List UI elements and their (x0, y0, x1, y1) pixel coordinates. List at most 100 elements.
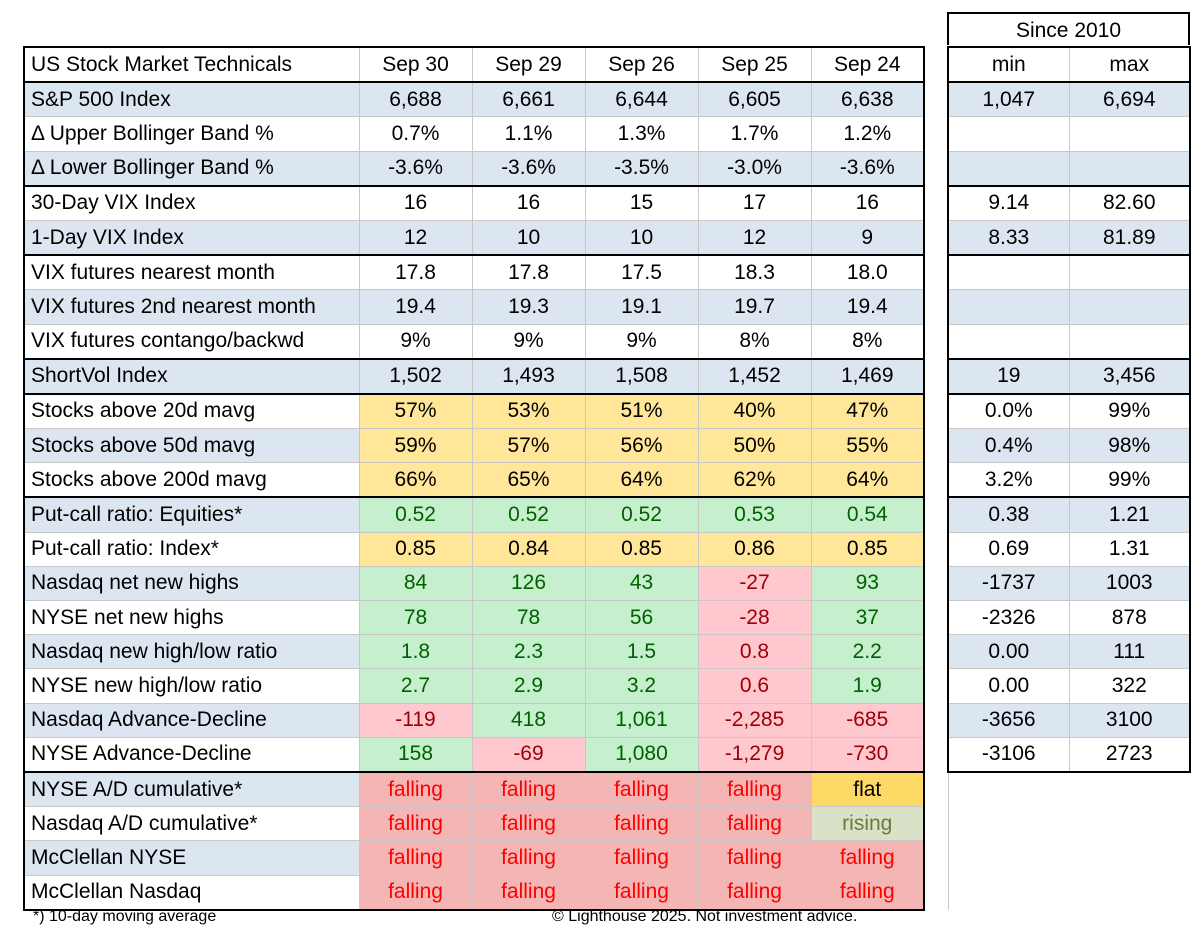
value-cell: 66% (358, 462, 473, 499)
value-cell: 126 (471, 565, 586, 602)
table-row: Nasdaq new high/low ratio 1.8 2.3 1.5 0.8 2.2… (23, 634, 1191, 670)
value-cell: 84 (358, 565, 473, 602)
value-cell: 0.52 (471, 496, 586, 533)
value-cell: 56% (584, 428, 699, 464)
value-cell: 57% (358, 392, 473, 430)
empty-cell (948, 806, 1069, 841)
max-cell: 1.21 (1068, 496, 1191, 533)
min-cell: 9.14 (947, 184, 1070, 221)
date-header: Sep 30 (358, 45, 473, 83)
max-cell: 322 (1068, 668, 1191, 704)
value-cell: falling (584, 874, 699, 911)
value-cell: 418 (471, 702, 586, 738)
value-cell: falling (358, 806, 473, 842)
row-label: NYSE A/D cumulative* (23, 770, 360, 808)
empty-cell (1069, 771, 1190, 807)
footnote: *) 10-day moving average (33, 908, 217, 925)
row-label: Δ Upper Bollinger Band % (23, 116, 360, 152)
table-row: VIX futures nearest month 17.8 17.8 17.5 18.… (23, 254, 1191, 291)
value-cell: 17.8 (471, 254, 586, 291)
value-cell: 0.86 (697, 531, 812, 567)
value-cell: 1,452 (697, 357, 812, 395)
min-cell: 1,047 (947, 81, 1070, 118)
column-gap (923, 634, 949, 669)
value-cell: 65% (471, 462, 586, 499)
value-cell: 19.3 (471, 289, 586, 325)
table-row: McClellan NYSE falling falling falling falli… (23, 840, 1190, 876)
value-cell: 19.4 (358, 289, 473, 325)
max-cell: 111 (1068, 634, 1191, 670)
technicals-table: US Stock Market Technicals Sep 30 Sep 29 Se… (23, 45, 1191, 911)
value-cell: 1.9 (810, 668, 925, 704)
value-cell: falling (471, 874, 586, 911)
column-gap (923, 532, 949, 567)
empty-cell (1069, 875, 1190, 910)
table-row: Nasdaq A/D cumulative* falling falling fall… (23, 806, 1190, 842)
table-row: Stocks above 50d mavg 59% 57% 56% 50% 55% 0.4%… (23, 428, 1191, 464)
value-cell: falling (471, 840, 586, 876)
row-label: Nasdaq net new highs (23, 565, 360, 602)
value-cell: 64% (810, 462, 925, 499)
value-cell: 10 (471, 219, 586, 257)
column-gap (923, 428, 949, 463)
column-gap (923, 806, 949, 841)
value-cell: 78 (358, 599, 473, 636)
row-label: Stocks above 50d mavg (23, 428, 360, 464)
empty-cell (948, 875, 1069, 910)
date-header: Sep 25 (697, 45, 812, 83)
value-cell: 78 (471, 599, 586, 636)
table-row: Stocks above 20d mavg 57% 53% 51% 40% 47% 0.0%… (23, 392, 1191, 430)
value-cell: 12 (697, 219, 812, 257)
max-cell: 3100 (1068, 702, 1191, 738)
table-row: 1-Day VIX Index 12 10 10 12 9 8.33 81.89 (23, 219, 1191, 257)
value-cell: 64% (584, 462, 699, 499)
row-label: Stocks above 200d mavg (23, 462, 360, 499)
table-row: VIX futures 2nd nearest month 19.4 19.3 19.… (23, 289, 1191, 325)
min-cell: 0.0% (947, 392, 1070, 430)
min-cell: 3.2% (947, 462, 1070, 499)
table-row: S&P 500 Index 6,688 6,661 6,644 6,605 6,638 1,… (23, 81, 1191, 118)
value-cell: 37 (810, 599, 925, 636)
table-row: NYSE A/D cumulative* falling falling fallin… (23, 770, 1190, 808)
max-cell: 99% (1068, 392, 1191, 430)
value-cell: falling (697, 840, 812, 876)
value-cell: 6,644 (584, 81, 699, 118)
value-cell: falling (471, 806, 586, 842)
value-cell: 55% (810, 428, 925, 464)
row-label: ShortVol Index (23, 357, 360, 395)
min-cell: 0.4% (947, 428, 1070, 464)
value-cell: falling (697, 806, 812, 842)
row-label: VIX futures contango/backwd (23, 323, 360, 360)
min-cell (947, 254, 1070, 291)
copyright-notice: © Lighthouse 2025. Not investment advice… (552, 908, 858, 925)
table-row: NYSE Advance-Decline 158 -69 1,080 -1,279 -73… (23, 736, 1191, 773)
date-header: Sep 26 (584, 45, 699, 83)
value-cell: 6,688 (358, 81, 473, 118)
value-cell: 53% (471, 392, 586, 430)
column-gap (923, 875, 949, 910)
value-cell: falling (584, 770, 699, 808)
value-cell: falling (358, 770, 473, 808)
value-cell: 56 (584, 599, 699, 636)
empty-cell (948, 840, 1069, 875)
min-header: min (947, 45, 1070, 83)
value-cell: 59% (358, 428, 473, 464)
value-cell: -730 (810, 736, 925, 773)
value-cell: 0.52 (358, 496, 473, 533)
value-cell: 18.0 (810, 254, 925, 291)
value-cell: 0.52 (584, 496, 699, 533)
value-cell: 16 (471, 184, 586, 221)
date-header: Sep 29 (471, 45, 586, 83)
column-gap (923, 771, 949, 807)
column-gap (923, 600, 949, 635)
table-row: Δ Upper Bollinger Band % 0.7% 1.1% 1.3% 1.7%… (23, 116, 1191, 152)
value-cell: 6,638 (810, 81, 925, 118)
value-cell: -2,285 (697, 702, 812, 738)
row-label: Put-call ratio: Equities* (23, 496, 360, 533)
value-cell: 1,061 (584, 702, 699, 738)
value-cell: 1,508 (584, 357, 699, 395)
value-cell: 2.9 (471, 668, 586, 704)
value-cell: 57% (471, 428, 586, 464)
column-gap (923, 324, 949, 359)
value-cell: 62% (697, 462, 812, 499)
